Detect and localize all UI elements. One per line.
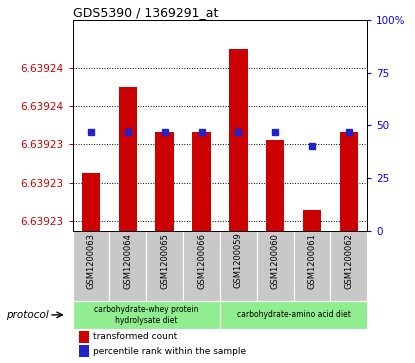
Text: GSM1200059: GSM1200059 — [234, 233, 243, 289]
Bar — [303, 209, 321, 231]
Text: GSM1200064: GSM1200064 — [123, 233, 132, 289]
Bar — [220, 231, 257, 301]
Text: carbohydrate-whey protein
hydrolysate diet: carbohydrate-whey protein hydrolysate di… — [94, 305, 198, 325]
Text: GSM1200065: GSM1200065 — [160, 233, 169, 289]
Bar — [266, 140, 284, 231]
Text: GDS5390 / 1369291_at: GDS5390 / 1369291_at — [73, 6, 218, 19]
Text: protocol: protocol — [6, 310, 49, 320]
Bar — [192, 132, 211, 231]
Bar — [82, 173, 100, 231]
Bar — [110, 231, 146, 301]
Bar — [119, 87, 137, 231]
Text: GSM1200061: GSM1200061 — [308, 233, 317, 289]
Text: transformed count: transformed count — [93, 333, 178, 341]
Bar — [220, 301, 367, 329]
Bar — [257, 231, 294, 301]
Bar — [73, 231, 110, 301]
Bar — [330, 231, 367, 301]
Bar — [78, 331, 89, 343]
Text: GSM1200063: GSM1200063 — [87, 233, 95, 289]
Bar — [146, 231, 183, 301]
Bar — [294, 231, 330, 301]
Bar — [73, 301, 220, 329]
Bar — [78, 345, 89, 357]
Bar — [156, 132, 174, 231]
Bar — [339, 132, 358, 231]
Bar — [229, 49, 248, 231]
Text: GSM1200062: GSM1200062 — [344, 233, 353, 289]
Text: GSM1200060: GSM1200060 — [271, 233, 280, 289]
Text: percentile rank within the sample: percentile rank within the sample — [93, 347, 247, 356]
Text: GSM1200066: GSM1200066 — [197, 233, 206, 289]
Bar — [183, 231, 220, 301]
Text: carbohydrate-amino acid diet: carbohydrate-amino acid diet — [237, 310, 351, 319]
